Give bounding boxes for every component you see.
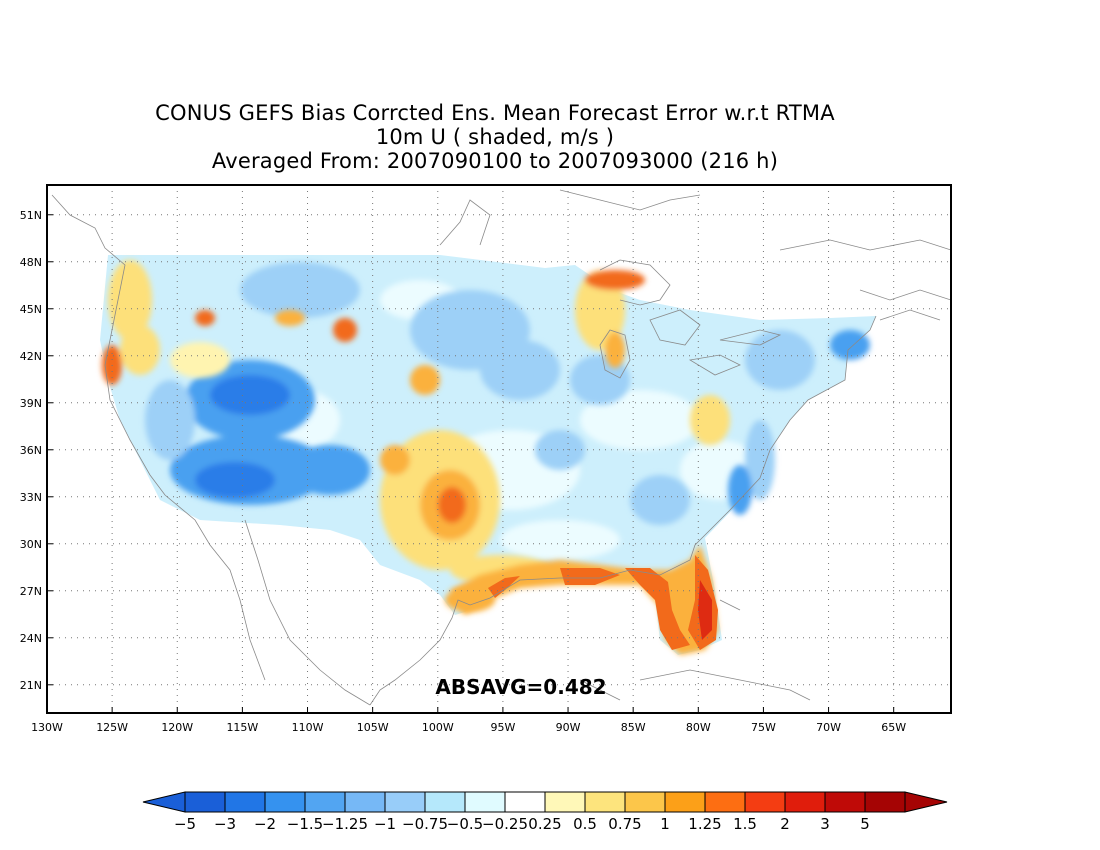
lat-label: 24N xyxy=(20,632,42,645)
colorbar-label: 1.25 xyxy=(688,815,721,833)
lat-label: 39N xyxy=(20,397,42,410)
lon-label: 130W xyxy=(31,721,63,734)
colorbar-label: −0.75 xyxy=(402,815,448,833)
graticule xyxy=(47,185,951,713)
colorbar-swatch xyxy=(784,791,826,813)
colorbar-label: −0.5 xyxy=(447,815,483,833)
colorbar-label: −1 xyxy=(374,815,396,833)
lon-label: 110W xyxy=(292,721,324,734)
title-line-1: CONUS GEFS Bias Corrcted Ens. Mean Forec… xyxy=(155,101,835,125)
map-frame xyxy=(46,184,952,714)
lat-label: 33N xyxy=(20,491,42,504)
lat-label: 30N xyxy=(20,538,42,551)
colorbar-swatch xyxy=(864,791,906,813)
longitude-labels: 130W 125W 120W 115W 110W 105W 100W 95W 90W 85W 80W… xyxy=(31,707,906,734)
colorbar-label: −1.5 xyxy=(287,815,323,833)
colorbar-label: 0.25 xyxy=(528,815,561,833)
lon-label: 85W xyxy=(621,721,646,734)
colorbar-swatch xyxy=(464,791,506,813)
lat-label: 51N xyxy=(20,209,42,222)
colorbar-max-arrow xyxy=(904,791,948,813)
title-line-3: Averaged From: 2007090100 to 2007093000 … xyxy=(211,149,779,173)
lon-label: 75W xyxy=(751,721,776,734)
colorbar-swatch xyxy=(304,791,346,813)
colorbar-swatch xyxy=(184,791,226,813)
colorbar-swatch xyxy=(704,791,746,813)
lat-label: 45N xyxy=(20,303,42,316)
coastlines xyxy=(51,189,951,706)
colorbar-swatch xyxy=(664,791,706,813)
lat-label: 48N xyxy=(20,256,42,269)
colorbar-label: 2 xyxy=(780,815,790,833)
colorbar-label: 5 xyxy=(860,815,870,833)
colorbar-swatch xyxy=(624,791,666,813)
lon-label: 125W xyxy=(96,721,128,734)
lon-label: 120W xyxy=(161,721,193,734)
colorbar-label: −5 xyxy=(174,815,196,833)
lon-label: 105W xyxy=(357,721,389,734)
colorbar-swatch xyxy=(504,791,546,813)
colorbar-swatch xyxy=(584,791,626,813)
colorbar-swatch xyxy=(384,791,426,813)
lon-label: 115W xyxy=(226,721,258,734)
lon-label: 90W xyxy=(556,721,581,734)
colorbar-swatch xyxy=(744,791,786,813)
colorbar-label: 1.5 xyxy=(733,815,757,833)
colorbar-min-arrow xyxy=(142,791,186,813)
gulf-coast-positive-band xyxy=(450,545,718,655)
positive-error-regions xyxy=(102,260,730,612)
colorbar-label: 0.75 xyxy=(608,815,641,833)
colorbar-label: 1 xyxy=(660,815,670,833)
lat-label: 21N xyxy=(20,679,42,692)
colorbar-label: 0.5 xyxy=(573,815,597,833)
colorbar-labels: −5 −3 −2 −1.5−1.25 −1 −0.75−0.5−0.25 0.25 0.5 0.… xyxy=(174,815,870,833)
title-line-2: 10m U ( shaded, m/s ) xyxy=(375,125,615,149)
colorbar xyxy=(142,791,948,813)
lon-label: 80W xyxy=(686,721,711,734)
lon-label: 65W xyxy=(881,721,906,734)
lon-label: 95W xyxy=(490,721,515,734)
shaded-error-field xyxy=(100,255,876,655)
colorbar-swatch xyxy=(544,791,586,813)
lon-label: 70W xyxy=(816,721,841,734)
lat-label: 36N xyxy=(20,444,42,457)
colorbar-label: −2 xyxy=(254,815,276,833)
colorbar-label: −3 xyxy=(214,815,236,833)
colorbar-swatch xyxy=(344,791,386,813)
lat-label: 27N xyxy=(20,585,42,598)
colorbar-swatch xyxy=(824,791,866,813)
figure-title: CONUS GEFS Bias Corrcted Ens. Mean Forec… xyxy=(0,101,990,173)
colorbar-swatch xyxy=(224,791,266,813)
colorbar-label: −0.25 xyxy=(482,815,528,833)
absavg-annotation: ABSAVG=0.482 xyxy=(435,675,606,699)
colorbar-label: −1.25 xyxy=(322,815,368,833)
colorbar-label: 3 xyxy=(820,815,830,833)
colorbar-swatch xyxy=(424,791,466,813)
lat-label: 42N xyxy=(20,350,42,363)
latitude-labels: 51N 48N 45N 42N 39N 36N 33N 30N 27N 24N 21N xyxy=(20,209,53,692)
negative-error-regions xyxy=(145,262,870,525)
colorbar-swatch xyxy=(264,791,306,813)
lon-label: 100W xyxy=(422,721,454,734)
